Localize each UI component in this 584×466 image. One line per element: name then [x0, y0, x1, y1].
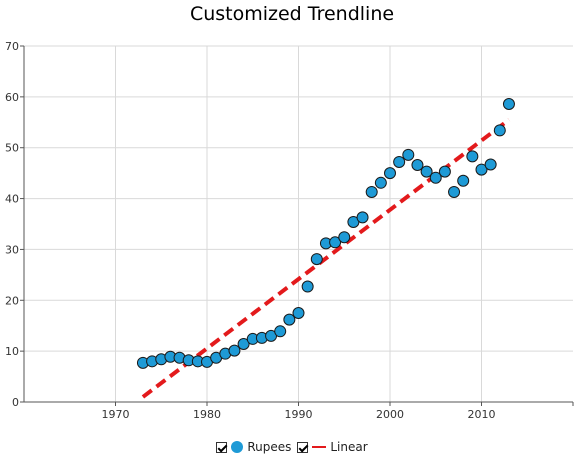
data-point[interactable]	[338, 231, 351, 244]
axes	[20, 45, 574, 406]
data-point[interactable]	[438, 165, 451, 178]
y-tick-label: 40	[5, 193, 19, 206]
x-tick-label: 1970	[102, 408, 130, 421]
trendline-linear	[141, 118, 511, 399]
data-point[interactable]	[493, 124, 506, 137]
y-tick-label: 10	[5, 345, 19, 358]
data-point[interactable]	[365, 185, 378, 198]
data-point[interactable]	[329, 236, 342, 249]
y-tick-label: 70	[5, 40, 19, 53]
data-point[interactable]	[448, 185, 461, 198]
data-point[interactable]	[292, 307, 305, 319]
data-point[interactable]	[356, 211, 369, 224]
legend-label-linear: Linear	[330, 440, 368, 454]
grid	[24, 45, 573, 402]
legend-marker-circle-icon	[231, 441, 244, 453]
legend-item-rupees[interactable]: Rupees	[216, 440, 291, 454]
legend: Rupees Linear	[0, 440, 584, 454]
data-point[interactable]	[283, 313, 296, 326]
data-point[interactable]	[237, 338, 250, 351]
data-point[interactable]	[484, 158, 497, 171]
tick-labels: 0 10 20 30 40 50 60 70 1970 1980 1990 2000 2010	[5, 40, 496, 421]
data-point[interactable]	[374, 176, 387, 189]
y-tick-label: 30	[5, 243, 19, 256]
data-point[interactable]	[274, 325, 287, 338]
trendline-layer	[141, 118, 511, 399]
data-point[interactable]	[502, 97, 515, 110]
y-tick-label: 60	[5, 91, 19, 104]
data-point[interactable]	[475, 163, 488, 176]
legend-marker-line-icon	[312, 446, 327, 448]
legend-item-linear[interactable]: Linear	[297, 440, 368, 454]
data-point[interactable]	[384, 167, 396, 180]
legend-checkbox-linear[interactable]	[297, 441, 309, 453]
data-point[interactable]	[393, 155, 406, 168]
data-point[interactable]	[310, 253, 323, 266]
x-tick-label: 1980	[193, 408, 221, 421]
data-point[interactable]	[228, 344, 241, 357]
data-point[interactable]	[429, 171, 442, 184]
x-tick-label: 2010	[468, 408, 496, 421]
chart-title: Customized Trendline	[189, 3, 395, 25]
y-tick-label: 50	[5, 142, 19, 155]
y-tick-label: 20	[5, 294, 19, 307]
data-point[interactable]	[411, 159, 424, 172]
y-tick-label: 0	[12, 396, 19, 409]
data-points	[136, 97, 515, 369]
x-tick-label: 2000	[376, 408, 404, 421]
data-point[interactable]	[301, 280, 314, 293]
legend-label-rupees: Rupees	[247, 440, 292, 454]
data-point[interactable]	[457, 174, 470, 187]
data-point[interactable]	[402, 148, 415, 161]
legend-checkbox-rupees[interactable]	[216, 441, 228, 453]
x-tick-label: 1990	[285, 408, 313, 421]
data-point[interactable]	[420, 165, 433, 178]
data-point[interactable]	[466, 150, 479, 163]
